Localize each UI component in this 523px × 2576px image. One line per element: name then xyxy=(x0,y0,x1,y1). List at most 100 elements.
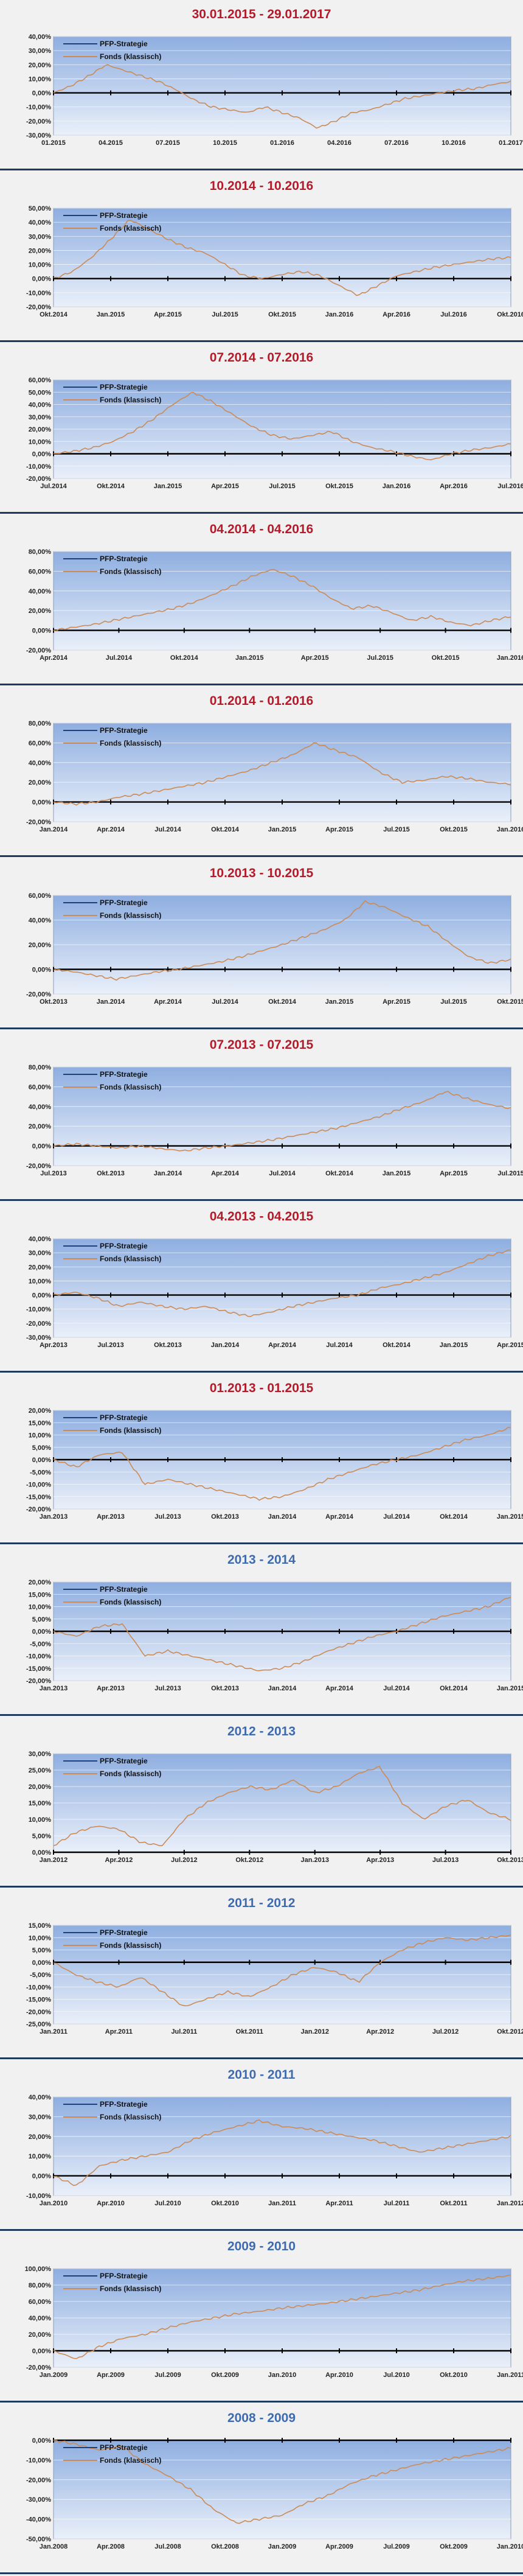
y-tick-label: -10,00% xyxy=(26,1653,51,1660)
panel-separator xyxy=(0,340,523,343)
x-tick-label: Jul.2015 xyxy=(269,483,295,490)
y-tick-label: 20,00% xyxy=(29,1783,52,1791)
y-tick-label: 20,00% xyxy=(29,1407,52,1415)
y-tick-label: 20,00% xyxy=(29,1123,52,1130)
x-tick-label: Okt.2013 xyxy=(211,1685,239,1692)
fund-series-line xyxy=(53,2275,511,2359)
x-tick-label: Okt.2014 xyxy=(268,998,297,1006)
line-chart: 100,00% 80,00% 60,00% 40,00% 20,00% 0,00% -20,… xyxy=(25,2266,523,2379)
x-tick-label: Jul.2015 xyxy=(212,311,238,318)
chart-title: 30.01.2015 - 29.01.2017 xyxy=(192,7,331,21)
y-tick-label: 80,00% xyxy=(29,720,52,727)
panel-separator xyxy=(0,1886,523,1888)
x-tick-label: Okt.2014 xyxy=(170,654,199,662)
y-tick-label: 30,00% xyxy=(29,1250,52,1257)
y-tick-label: -20,00% xyxy=(26,1678,51,1685)
x-tick-label: Jul.2014 xyxy=(383,1685,410,1692)
legend: PFP-Strategie Fonds (klassisch) xyxy=(63,1413,161,1435)
y-tick-label: 20,00% xyxy=(29,2133,52,2141)
y-tick-label: -30,00% xyxy=(26,1334,51,1342)
y-tick-label: -30,00% xyxy=(26,132,51,139)
legend-strategy-label: PFP-Strategie xyxy=(100,1070,148,1079)
legend: PFP-Strategie Fonds (klassisch) xyxy=(63,1928,161,1950)
x-tick-label: 01.2016 xyxy=(270,139,294,147)
y-tick-label: 10,00% xyxy=(29,75,52,83)
x-tick-label: 01.2017 xyxy=(499,139,523,147)
chart-panel: 30.01.2015 - 29.01.2017 40,00% 30,00% 20,00… xyxy=(0,0,523,172)
x-tick-label: Okt.2011 xyxy=(440,2200,467,2207)
y-tick-label: 0,00% xyxy=(32,90,51,97)
y-tick-label: 20,00% xyxy=(29,1579,52,1586)
line-chart: 20,00% 15,00% 10,00% 5,00% 0,00% -5,00% -10,00… xyxy=(26,1407,523,1521)
fund-series-line xyxy=(53,2119,511,2186)
y-tick-label: 80,00% xyxy=(29,548,52,556)
chart-panel: 07.2014 - 07.2016 60,00% 50,00% 40,00% 30,00… xyxy=(0,343,523,516)
line-chart: 80,00%60,00%40,00%20,00%0,00%-20,00%Apr.… xyxy=(26,548,523,662)
y-tick-label: 30,00% xyxy=(29,2114,52,2121)
x-tick-label: Jan.2015 xyxy=(154,483,182,490)
y-tick-label: 50,00% xyxy=(29,389,52,396)
line-chart: 60,00% 50,00% 40,00% 30,00% 20,00% 10,00% 0,00… xyxy=(26,377,523,490)
x-tick-label: Jan.2012 xyxy=(40,1857,68,1864)
panel-separator xyxy=(0,2572,523,2575)
y-tick-label: 25,00% xyxy=(29,1767,52,1774)
chart-title: 04.2014 - 04.2016 xyxy=(209,522,314,537)
y-tick-label: 60,00% xyxy=(29,1083,52,1091)
y-tick-label: 50,00% xyxy=(29,205,52,212)
fund-series-line xyxy=(53,1427,511,1501)
y-tick-label: -20,00% xyxy=(26,118,51,125)
legend-fund-label: Fonds (klassisch) xyxy=(100,2113,161,2121)
x-tick-label: Jul.2013 xyxy=(154,1685,181,1692)
x-tick-label: Okt.2015 xyxy=(432,654,460,662)
legend-strategy-label: PFP-Strategie xyxy=(100,1928,148,1937)
chart-panel: 07.2013 - 07.2015 80,00% 60,00% 40,00% 20,00… xyxy=(0,1030,523,1202)
x-tick-label: Jan.2016 xyxy=(497,826,523,833)
y-tick-label: 0,00% xyxy=(32,1457,51,1464)
y-tick-label: 40,00% xyxy=(29,1103,52,1110)
x-tick-label: Jul.2014 xyxy=(106,654,133,662)
y-tick-label: 0,00% xyxy=(32,799,51,807)
chart-title: 2010 - 2011 xyxy=(227,2068,296,2082)
x-tick-label: Okt.2014 xyxy=(211,826,240,833)
x-tick-label: Jul.2014 xyxy=(40,483,67,490)
legend: PFP-Strategie Fonds (klassisch) xyxy=(63,1242,161,1263)
x-tick-label: Jan.2009 xyxy=(40,2371,68,2379)
y-tick-label: 60,00% xyxy=(29,569,52,576)
y-tick-label: 5,00% xyxy=(32,1444,51,1452)
legend-strategy-label: PFP-Strategie xyxy=(100,1242,148,1250)
legend-fund-label: Fonds (klassisch) xyxy=(100,1598,161,1606)
x-tick-label: Jul.2013 xyxy=(40,1170,66,1177)
fund-series-line xyxy=(53,1934,511,2007)
legend-fund-label: Fonds (klassisch) xyxy=(100,52,161,61)
x-tick-label: Apr.2011 xyxy=(105,2028,133,2035)
y-tick-label: 15,00% xyxy=(29,1800,52,1807)
legend-strategy-label: PFP-Strategie xyxy=(100,1757,148,1765)
x-tick-label: Okt.2014 xyxy=(383,1342,411,1349)
x-tick-label: 07.2016 xyxy=(384,139,409,147)
x-tick-label: Apr.2014 xyxy=(154,998,182,1006)
x-tick-label: Apr.2015 xyxy=(383,998,410,1006)
legend-fund-label: Fonds (klassisch) xyxy=(100,567,161,576)
x-tick-label: Okt.2013 xyxy=(211,1513,239,1521)
panel-separator xyxy=(0,1542,523,1544)
line-chart: 30,00% 25,00% 20,00% 15,00% 10,00% 5,00% 0,00%… xyxy=(29,1751,523,1864)
y-tick-label: 20,00% xyxy=(29,2331,52,2339)
legend-fund-label: Fonds (klassisch) xyxy=(100,739,161,747)
x-tick-label: Jan.2015 xyxy=(440,1342,468,1349)
y-tick-label: -20,00% xyxy=(26,304,51,311)
fund-series-line xyxy=(53,900,511,981)
panel-separator xyxy=(0,855,523,858)
legend-fund-label: Fonds (klassisch) xyxy=(100,1255,161,1263)
line-chart: 50,00% 40,00% 30,00% 20,00% 10,00% 0,00% -10,0… xyxy=(26,205,523,318)
x-tick-label: Okt.2014 xyxy=(40,311,68,318)
x-tick-label: Okt.2010 xyxy=(440,2371,468,2379)
line-chart: 0,00% -10,00% -20,00% -30,00% -40,00% -50,00%… xyxy=(26,2437,523,2550)
legend-fund-label: Fonds (klassisch) xyxy=(100,1941,161,1950)
fund-series-line xyxy=(53,2440,511,2524)
x-tick-label: Jul.2010 xyxy=(383,2371,409,2379)
x-tick-label: Okt.2014 xyxy=(440,1513,468,1521)
legend: PFP-Strategie Fonds (klassisch) xyxy=(63,383,161,404)
line-chart: 80,00%60,00%40,00%20,00%0,00%-20,00%Jul.… xyxy=(26,1064,523,1177)
x-tick-label: Okt.2014 xyxy=(325,1170,354,1177)
x-tick-label: Okt.2015 xyxy=(440,826,468,833)
